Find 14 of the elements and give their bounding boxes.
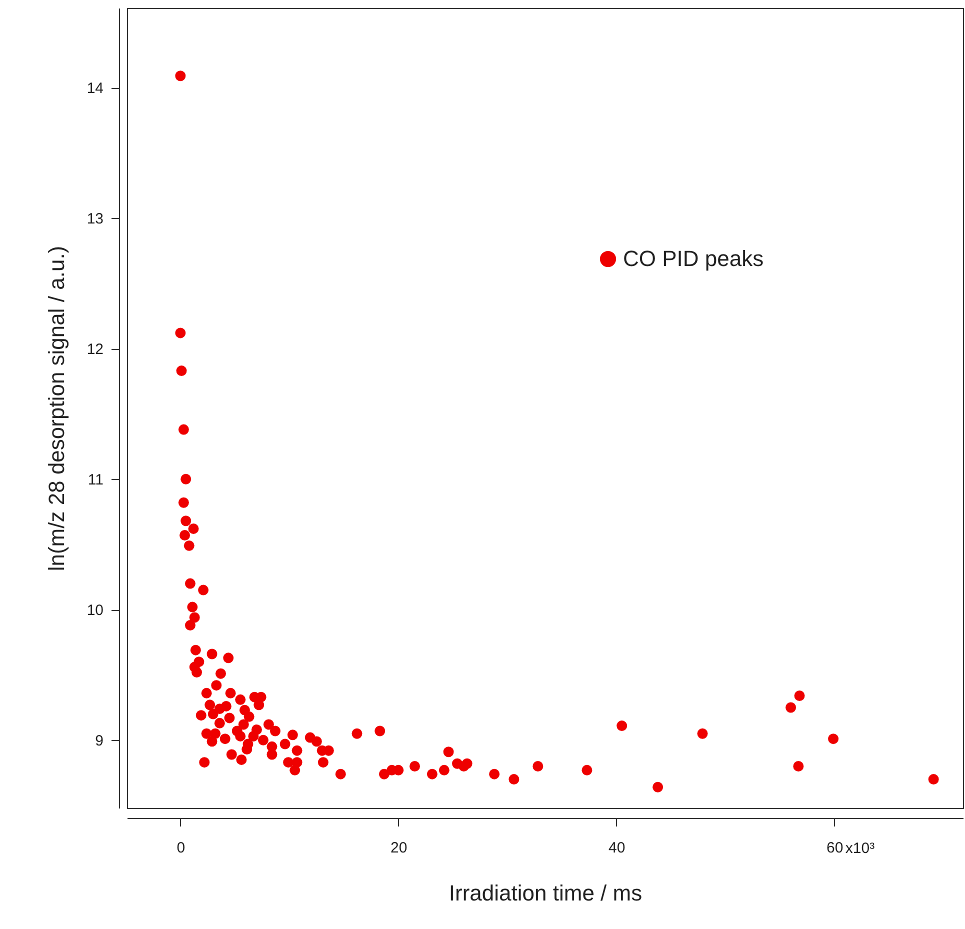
x-axis-title: Irradiation time / ms [448, 880, 642, 906]
y-tick-label: 12 [86, 341, 104, 358]
legend-label: CO PID peaks [623, 246, 764, 271]
y-tick-label: 10 [86, 602, 104, 620]
x-tick-label: 20 [390, 840, 408, 856]
y-tick-label: 14 [86, 80, 104, 98]
x-tick-label: 60 [826, 840, 844, 856]
x-tick-label: 40 [608, 840, 626, 856]
x-tick-label: 0 [176, 840, 186, 856]
y-tick-label: 13 [86, 210, 104, 228]
y-tick-label: 11 [88, 472, 104, 489]
text: x10³ [845, 840, 875, 857]
y-tick-label: 9 [95, 732, 104, 750]
y-axis-title: ln(m/z 28 desorption signal / a.u.) [44, 246, 69, 572]
